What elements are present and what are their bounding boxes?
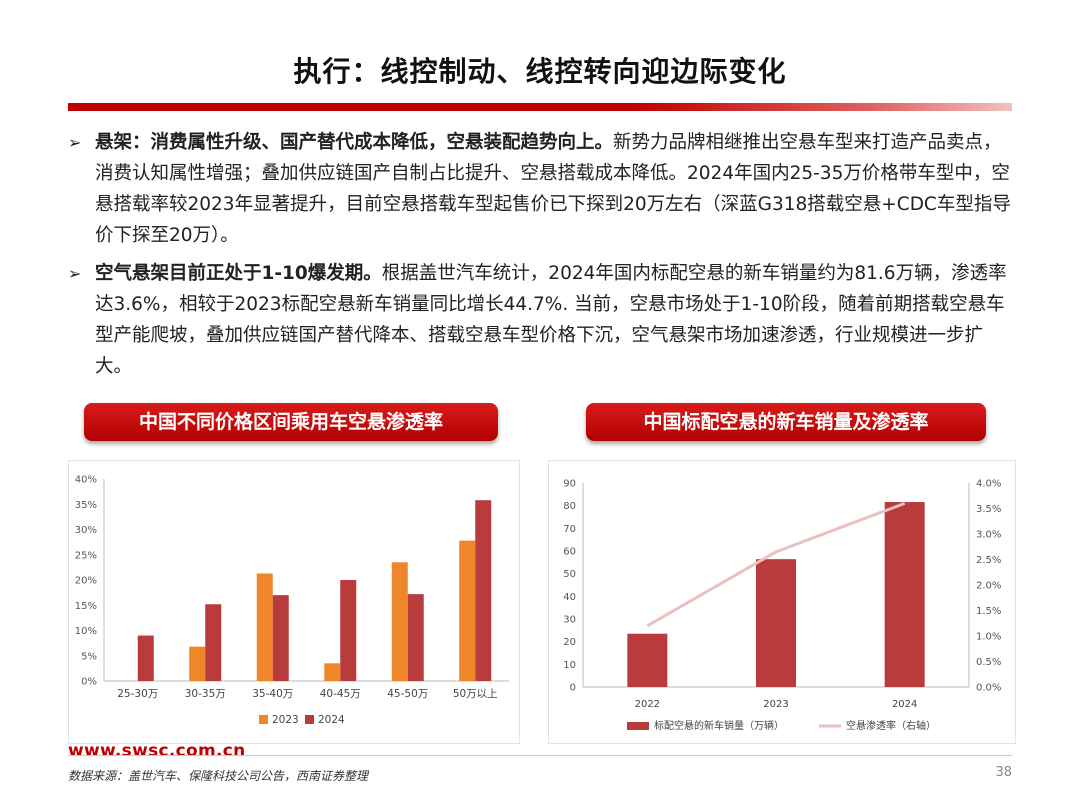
chart2-right-tick-label: 2.0% — [976, 581, 1001, 592]
chart2-legend-label-line: 空悬渗透率（右轴） — [846, 719, 936, 732]
footer-divider — [68, 755, 1012, 756]
chart1-legend-swatch — [305, 715, 314, 724]
chart2-right-tick-label: 3.0% — [976, 530, 1001, 541]
bullet-arrow-icon: ➢ — [68, 264, 82, 283]
chart1-x-tick-label: 45-50万 — [387, 688, 428, 700]
chart1-svg: 0% 5% 10% 15% 20% 25% 30% 35% 40% 25-30万 30-35万 35-… — [75, 475, 509, 726]
chart2-left-tick-label: 0 — [570, 683, 576, 694]
chart1-y-tick-label: 0% — [81, 677, 97, 688]
chart2-left-tick-label: 70 — [563, 524, 576, 535]
chart2-left-tick-label: 90 — [563, 479, 576, 490]
chart1-x-tick-label: 40-45万 — [320, 688, 361, 700]
chart1-bar-2024 — [407, 594, 424, 681]
chart2-svg: 0 10 20 30 40 50 60 70 80 90 0.0% 0.5% 1.0% 1.5% 2.0% 2… — [563, 479, 1001, 733]
chart2-x-tick-label: 2024 — [892, 699, 917, 710]
chart1-bar-2024 — [340, 580, 357, 681]
chart2-right-tick-label: 4.0% — [976, 479, 1001, 490]
chart2-right-tick-label: 1.5% — [976, 606, 1001, 617]
chart1-legend-swatch — [259, 715, 268, 724]
chart1-y-tick-label: 40% — [75, 475, 97, 486]
bullet-suspension-text: 新势力品牌相继推出空悬车型来打造产品卖点，消费认知属性增强；叠加供应链国产自制占… — [95, 132, 1011, 246]
chart2-bar — [884, 502, 925, 687]
chart2-left-tick-label: 20 — [563, 637, 576, 648]
chart1-x-tick-label: 25-30万 — [117, 688, 158, 700]
bullet-air-suspension-text: 根据盖世汽车统计，2024年国内标配空悬的新车销量约为81.6万辆，渗透率达3.… — [95, 263, 1007, 377]
chart2-bar — [756, 559, 796, 687]
chart2-left-tick-label: 60 — [563, 547, 576, 558]
page-number: 38 — [995, 765, 1012, 780]
chart2-title: 中国标配空悬的新车销量及渗透率 — [586, 403, 986, 441]
bullet-suspension: ➢ 悬架：消费属性升级、国产替代成本降低，空悬装配趋势向上。新势力品牌相继推出空… — [68, 127, 1018, 251]
chart2-x-tick-label: 2022 — [635, 699, 660, 710]
chart1-x-tick-label: 30-35万 — [185, 688, 226, 700]
chart1-bar-2023 — [459, 540, 476, 681]
title-divider — [68, 103, 1012, 111]
chart1-bar-2024 — [272, 595, 289, 681]
chart1-title: 中国不同价格区间乘用车空悬渗透率 — [84, 403, 498, 441]
chart2-right-tick-label: 2.5% — [976, 555, 1001, 566]
chart1-frame: 0% 5% 10% 15% 20% 25% 30% 35% 40% 25-30万 30-35万 35-… — [68, 460, 520, 744]
chart1-x-tick-label: 35-40万 — [252, 688, 293, 700]
chart2-left-tick-label: 10 — [563, 660, 576, 671]
chart2-left-tick-label: 40 — [563, 592, 576, 603]
chart1-bar-2023 — [391, 562, 408, 681]
chart1-y-tick-label: 15% — [75, 601, 97, 612]
bullet-suspension-heading: 悬架：消费属性升级、国产替代成本降低，空悬装配趋势向上。 — [95, 132, 614, 153]
chart2-bar — [627, 633, 668, 687]
chart2-left-tick-label: 30 — [563, 615, 576, 626]
chart1-x-tick-label: 50万以上 — [453, 688, 498, 700]
chart1-y-tick-label: 10% — [75, 626, 97, 637]
chart2-penetration-line — [646, 501, 906, 628]
chart2-left-tick-label: 80 — [563, 501, 576, 512]
bullet-air-suspension-heading: 空气悬架目前正处于1-10爆发期。 — [95, 263, 382, 284]
chart2-frame: 0 10 20 30 40 50 60 70 80 90 0.0% 0.5% 1.0% 1.5% 2.0% 2… — [548, 460, 1016, 744]
chart1-bar-2023 — [189, 646, 206, 681]
chart2-left-tick-label: 50 — [563, 569, 576, 580]
chart1-bar-2023 — [256, 573, 273, 681]
chart1-bar-2023 — [324, 663, 341, 681]
bullet-air-suspension: ➢ 空气悬架目前正处于1-10爆发期。根据盖世汽车统计，2024年国内标配空悬的… — [68, 258, 1018, 382]
footer-url[interactable]: www.swsc.com.cn — [68, 741, 246, 761]
chart2-legend-label-bar: 标配空悬的新车销量（万辆） — [654, 719, 784, 732]
footer-source: 数据来源：盖世汽车、保隆科技公司公告，西南证券整理 — [68, 769, 369, 783]
bullet-arrow-icon: ➢ — [68, 133, 82, 152]
chart1-bar-2024 — [205, 604, 222, 681]
chart2-legend-swatch-bar — [627, 722, 649, 730]
chart1-y-tick-label: 25% — [75, 550, 97, 561]
chart1-y-tick-label: 35% — [75, 500, 97, 511]
chart1-legend-label: 2023 — [272, 714, 299, 726]
chart1-y-tick-label: 30% — [75, 525, 97, 536]
chart2-right-tick-label: 3.5% — [976, 504, 1001, 515]
chart1-y-tick-label: 5% — [81, 651, 97, 662]
chart2-right-tick-label: 0.5% — [976, 657, 1001, 668]
chart2-x-tick-label: 2023 — [763, 699, 788, 710]
page-title: 执行：线控制动、线控转向迎边际变化 — [293, 55, 787, 88]
chart2-right-tick-label: 1.0% — [976, 632, 1001, 643]
chart1-legend-label: 2024 — [318, 714, 345, 726]
chart1-bar-2024 — [137, 635, 154, 681]
chart1-bar-2024 — [475, 500, 492, 681]
chart1-y-tick-label: 20% — [75, 576, 97, 587]
chart2-right-tick-label: 0.0% — [976, 683, 1001, 694]
